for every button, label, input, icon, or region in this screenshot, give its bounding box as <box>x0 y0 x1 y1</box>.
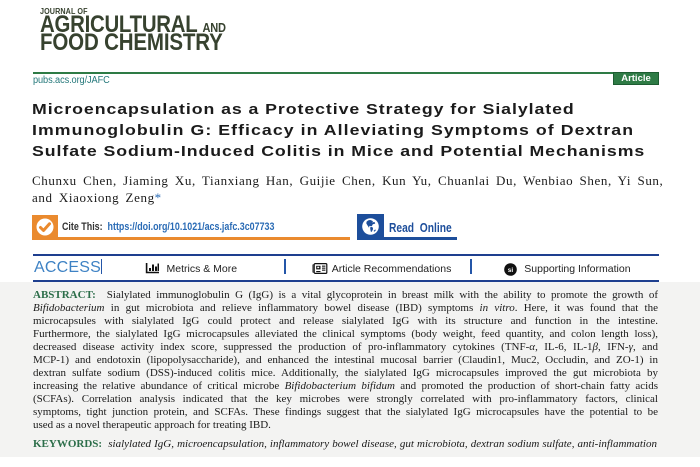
svg-text:si: si <box>508 267 514 274</box>
